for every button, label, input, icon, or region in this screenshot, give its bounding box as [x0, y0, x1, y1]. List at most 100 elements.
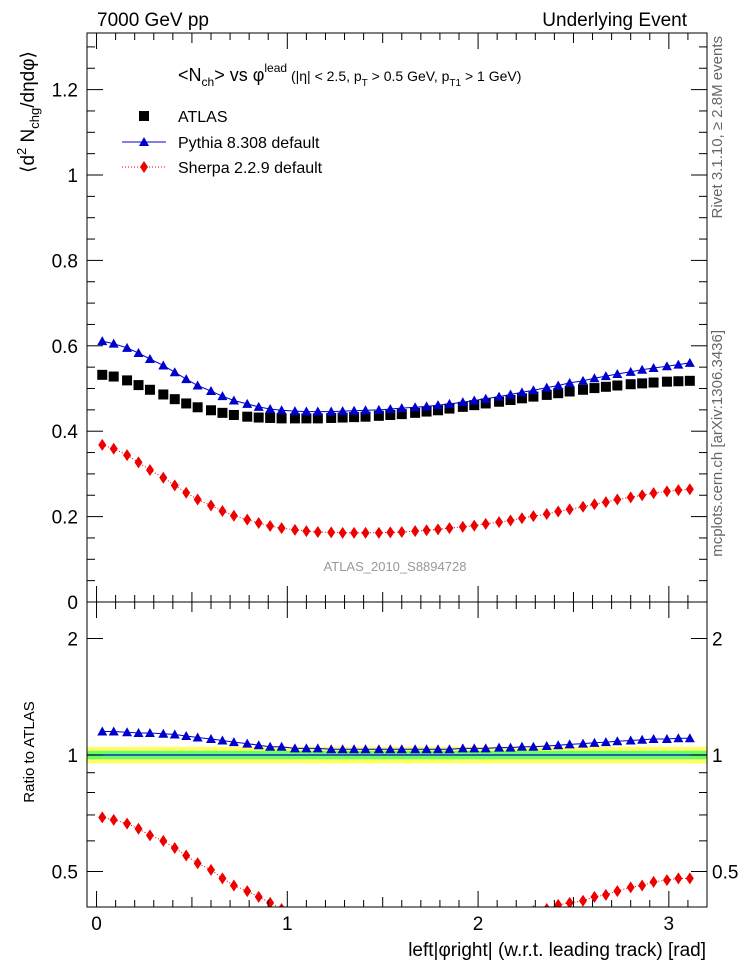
data-point [494, 391, 505, 401]
ratio-data-point [398, 923, 406, 935]
data-point [217, 391, 228, 401]
data-point [480, 393, 491, 403]
ratio-data-point [494, 742, 505, 752]
data-point [207, 499, 215, 512]
data-point [528, 391, 539, 402]
plot-title: <Nch> vs φlead (|η| < 2.5, pT > 0.5 GeV,… [178, 61, 521, 89]
data-point [444, 398, 455, 408]
data-point [565, 503, 574, 516]
data-point [193, 493, 202, 506]
data-point [684, 357, 695, 367]
ratio-data-point [423, 921, 431, 933]
ratio-series-line-0 [102, 731, 690, 750]
ylabel-part-b: N [18, 129, 39, 148]
data-point [312, 413, 323, 424]
ratio-data-point [685, 872, 694, 885]
ratio-data-point [516, 741, 527, 751]
ratio-data-point [123, 817, 132, 830]
data-point [134, 456, 143, 469]
data-point [98, 438, 107, 451]
ratio-data-point [98, 811, 107, 824]
ratio-y-tick-label: 0.5 [52, 862, 78, 883]
data-point [373, 404, 384, 414]
ratio-data-point [445, 918, 453, 930]
data-point [312, 406, 323, 416]
ratio-data-point [158, 728, 169, 738]
main-y-axis-label: ⟨d2 Nchg/dηdφ⟩ [14, 51, 42, 173]
data-point [326, 406, 337, 416]
header-left: 7000 GeV pp [97, 10, 209, 31]
data-point [579, 500, 587, 513]
data-point [396, 409, 407, 420]
ratio-data-point [578, 738, 588, 748]
y-tick-label: 0.8 [52, 251, 78, 272]
ratio-data-point [590, 890, 599, 903]
ratio-data-point [396, 744, 407, 754]
data-point [553, 380, 564, 390]
ratio-data-point [97, 726, 108, 736]
data-point [600, 381, 611, 392]
x-tick-label: 2 [473, 914, 484, 935]
ratio-data-point [411, 923, 419, 935]
data-point [242, 411, 253, 422]
data-point [302, 525, 311, 538]
ratio-data-point [661, 733, 672, 743]
ratio-y-tick-label-right: 2 [712, 630, 723, 651]
ratio-data-point [589, 737, 600, 747]
ratio-data-point [469, 743, 480, 753]
data-point [229, 509, 238, 522]
ratio-data-point [170, 842, 179, 855]
ratio-data-point [326, 744, 337, 754]
ratio-data-point [612, 736, 623, 746]
data-point [169, 394, 180, 405]
ratio-data-point [181, 730, 192, 740]
data-point [265, 412, 276, 423]
data-point [505, 389, 516, 399]
ratio-data-point [360, 744, 371, 754]
ratio-data-point [528, 741, 539, 751]
ratio-data-point [373, 744, 384, 754]
ylabel-part-a: ⟨d [18, 155, 39, 173]
ratio-data-point [193, 857, 202, 870]
data-point [350, 526, 359, 539]
data-point [612, 368, 623, 378]
ratio-data-point [312, 743, 323, 753]
data-point [158, 389, 169, 400]
legend-label-sherpa: Sherpa 2.2.9 default [178, 160, 323, 177]
data-point [470, 519, 479, 532]
data-point [159, 471, 168, 484]
ratio-data-point [613, 885, 622, 898]
data-point [457, 401, 468, 412]
ratio-data-point [421, 744, 432, 754]
ratio-data-point [327, 918, 335, 930]
data-point [495, 516, 504, 529]
data-point [673, 376, 684, 387]
data-point [144, 384, 155, 395]
ratio-axes: 0.5 0.5 1 1 2 2 0 1 2 3 [52, 602, 738, 935]
data-point [289, 406, 300, 416]
ratio-data-point [673, 733, 684, 743]
title-sub-4: T1 [449, 78, 461, 89]
data-point [506, 514, 515, 527]
ratio-data-point [433, 744, 444, 754]
ratio-data-point [637, 734, 648, 744]
ratio-data-point [505, 742, 516, 752]
ratio-series-line-1 [102, 816, 690, 907]
data-point [301, 406, 312, 416]
data-point [228, 395, 239, 405]
data-point [589, 373, 600, 383]
y-tick-label: 0 [67, 593, 78, 614]
ratio-data-point [289, 743, 300, 753]
ratio-plot-area [87, 726, 707, 935]
data-point [242, 398, 253, 408]
data-point [349, 412, 360, 423]
data-point [600, 371, 611, 381]
ratio-data-point [648, 733, 659, 743]
ratio-data-point [565, 896, 574, 907]
ratio-data-point [145, 829, 154, 842]
data-point [170, 479, 179, 492]
y-tick-label: 0.6 [52, 337, 78, 358]
ratio-data-point [375, 923, 383, 935]
legend: ATLAS Pythia 8.308 default Sherpa 2.2.9 … [122, 109, 323, 177]
ratio-data-point [434, 921, 442, 933]
